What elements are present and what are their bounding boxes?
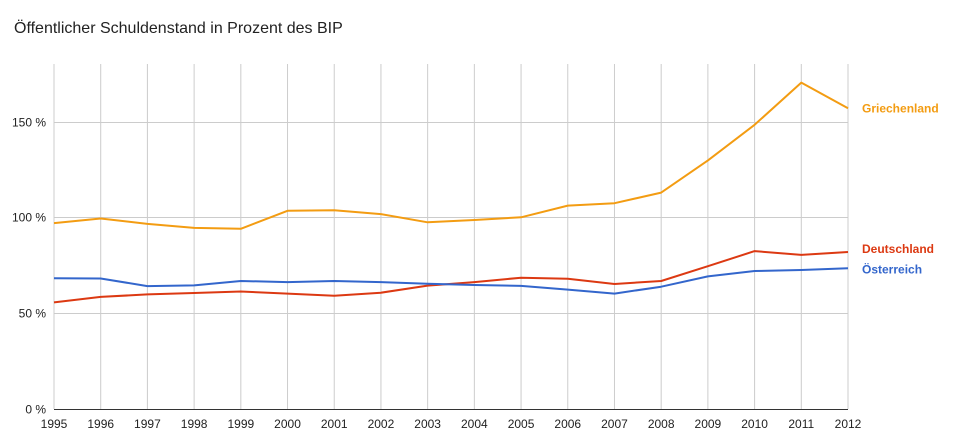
x-tick-label: 1995 (41, 417, 68, 431)
x-tick-label: 2011 (788, 417, 814, 431)
y-tick-label: 150 % (12, 116, 46, 130)
series-line-3 (53, 267, 849, 295)
x-tick-label: 2007 (601, 417, 628, 431)
x-tick-label: 1997 (134, 417, 161, 431)
x-tick-label: 2001 (321, 417, 348, 431)
x-tick-label: 1999 (227, 417, 254, 431)
x-tick-label: 2010 (741, 417, 768, 431)
y-tick-label: 100 % (12, 211, 46, 225)
series-label: Österreich (862, 261, 922, 276)
y-tick-label: 50 % (19, 307, 47, 321)
x-tick-label: 2000 (274, 417, 301, 431)
chart-title: Öffentlicher Schuldenstand in Prozent de… (14, 20, 343, 37)
x-tick-label: 2009 (695, 417, 722, 431)
x-tick-label: 2004 (461, 417, 488, 431)
series-line-1 (53, 81, 849, 230)
x-tick-label: 2008 (648, 417, 675, 431)
x-tick-label: 2003 (414, 417, 441, 431)
x-tick-label: 2005 (508, 417, 535, 431)
x-tick-label: 1996 (87, 417, 114, 431)
series-label: Griechenland (862, 101, 939, 115)
x-tick-label: 2012 (835, 417, 862, 431)
x-tick-label: 2006 (554, 417, 581, 431)
series-line-2 (53, 250, 849, 304)
series-label: Deutschland (862, 242, 934, 256)
y-tick-label: 0 % (25, 403, 46, 417)
x-tick-label: 1998 (181, 417, 208, 431)
x-tick-label: 2002 (368, 417, 395, 431)
